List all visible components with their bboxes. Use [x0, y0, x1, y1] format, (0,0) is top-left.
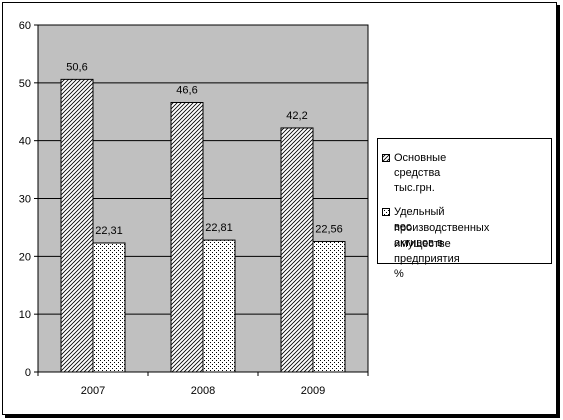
bar [312, 241, 346, 373]
x-tick-label: 2009 [301, 385, 325, 397]
y-tick-label: 40 [19, 136, 31, 148]
data-label: 22,56 [315, 224, 343, 236]
bar [92, 242, 126, 373]
y-tick-label: 50 [19, 78, 31, 90]
y-tick-label: 60 [19, 20, 31, 32]
legend-label-share-line3: имуществе предприятия % [394, 238, 460, 280]
bar [202, 239, 236, 373]
y-tick-label: 10 [19, 309, 31, 321]
x-tick-label: 2008 [191, 385, 215, 397]
x-tick-label: 2007 [81, 385, 105, 397]
data-label: 46,6 [176, 84, 197, 96]
legend-label-share-line1: Удельный вес [394, 206, 445, 233]
data-label: 22,81 [205, 222, 233, 234]
bars [60, 78, 346, 373]
legend-swatch-dots [382, 208, 390, 216]
data-label: 22,31 [95, 225, 123, 237]
data-label: 42,2 [286, 110, 307, 122]
legend-label-fixed-assets: Основные средства тыс.грн. [394, 152, 447, 194]
bar [280, 127, 314, 373]
y-tick-label: 30 [19, 194, 31, 206]
legend-swatch-hatch [382, 154, 390, 162]
legend: Основные средства тыс.грн. Удельный вес … [377, 138, 552, 280]
bar [170, 101, 204, 373]
data-label: 50,6 [66, 61, 87, 73]
y-tick-label: 0 [25, 367, 31, 379]
axes [34, 24, 369, 376]
legend-label-share-line2: производственных активов в [394, 222, 490, 249]
bar [60, 78, 94, 373]
labels: 0 10 20 30 40 50 60 2007 50,6 22,31 2008 46,6 22,81 2… [19, 20, 343, 397]
y-tick-label: 20 [19, 251, 31, 263]
